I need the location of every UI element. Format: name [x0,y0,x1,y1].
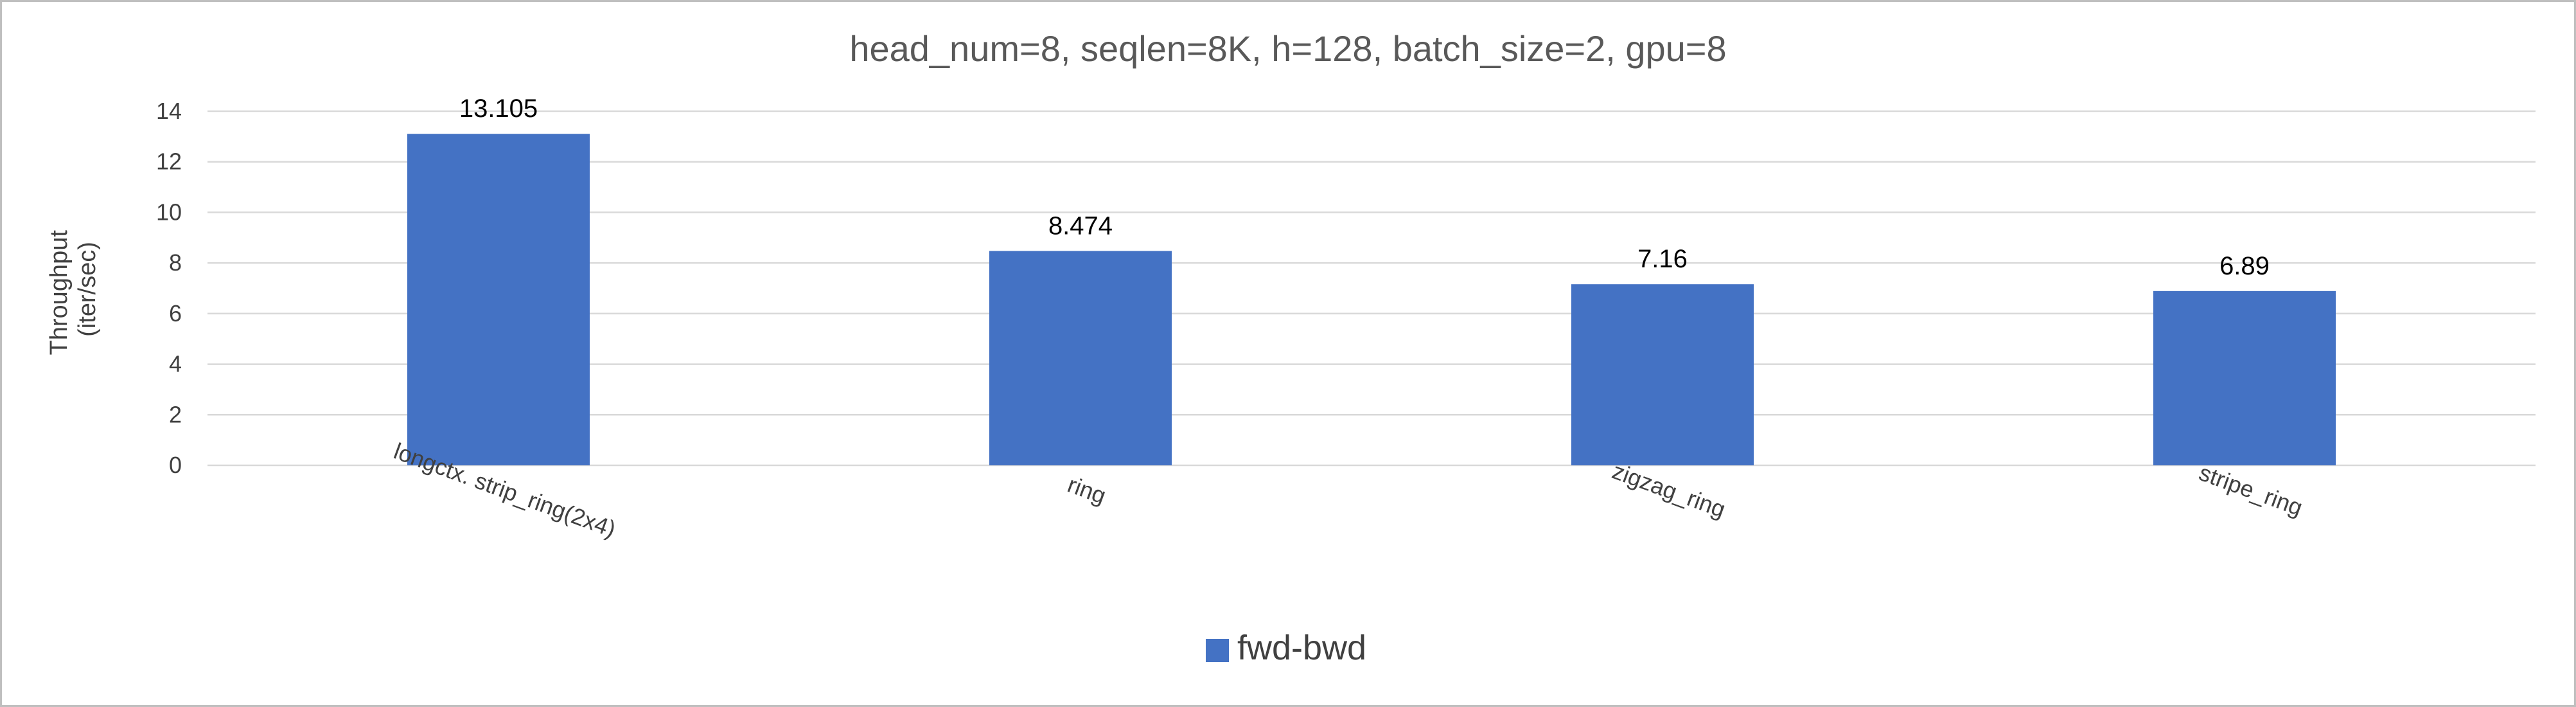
x-tick-label: zigzag_ring [1609,458,1729,523]
legend-label-fwd-bwd: fwd-bwd [1237,629,1366,667]
x-axis-ticks: longctx. strip_ring(2x4) ring zigzag_ring s… [391,438,2306,542]
bars [407,134,2336,466]
chart-title: head_num=8, seqlen=8K, h=128, batch_size… [849,28,1726,69]
y-axis-ticks: 0 2 4 6 8 10 12 14 [156,98,182,478]
bar [1571,284,1754,465]
bar [407,134,590,466]
bar [989,251,1172,465]
y-axis-label: Throughput (iter/sec) [46,224,101,355]
legend-swatch-fwd-bwd [1206,639,1229,662]
data-labels: 13.105 8.474 7.16 6.89 [459,94,2270,280]
y-axis-label-line-2: (iter/sec) [74,242,101,337]
y-tick-label: 14 [156,98,182,124]
x-tick-label: stripe_ring [2196,459,2306,521]
data-label: 7.16 [1637,245,1688,273]
y-tick-label: 0 [169,452,182,478]
bar [2153,291,2336,465]
y-tick-label: 8 [169,249,182,276]
legend: fwd-bwd [1206,629,1366,667]
y-tick-label: 4 [169,351,182,377]
y-tick-label: 2 [169,401,182,427]
y-tick-label: 12 [156,148,182,175]
x-tick-label: ring [1064,471,1109,509]
data-label: 13.105 [459,94,538,123]
data-label: 6.89 [2219,252,2270,280]
y-axis-label-line-1: Throughput [46,230,73,355]
y-tick-label: 6 [169,300,182,327]
data-label: 8.474 [1048,211,1113,240]
y-tick-label: 10 [156,199,182,225]
gridlines [207,110,2536,467]
